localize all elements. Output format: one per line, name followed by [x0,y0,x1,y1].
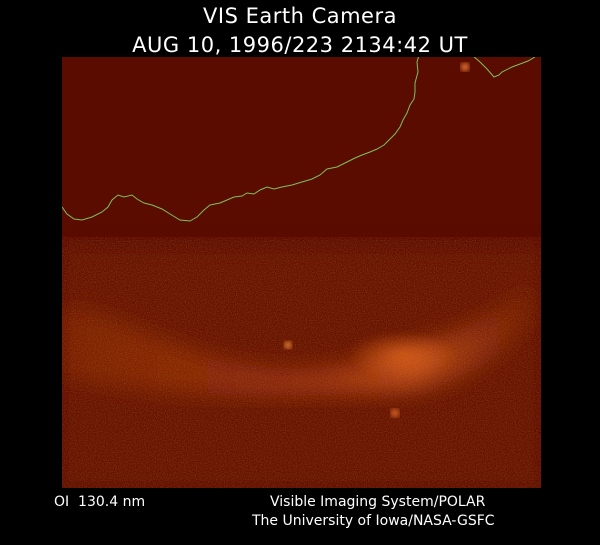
credit-institution: The University of Iowa/NASA-GSFC [252,513,495,529]
image-title: VIS Earth Camera [203,4,397,28]
auroral-image [62,57,541,488]
coastline [473,57,536,78]
bright-spot [391,409,399,417]
filter-label: OI 130.4 nm [54,494,146,510]
image-noise [62,237,541,488]
bright-spot [461,63,469,71]
coastline [62,57,419,222]
image-timestamp: AUG 10, 1996/223 2134:42 UT [132,33,468,57]
bright-spot [284,341,292,349]
credit-instrument: Visible Imaging System/POLAR [270,494,486,510]
auroral-image-canvas [62,57,541,488]
